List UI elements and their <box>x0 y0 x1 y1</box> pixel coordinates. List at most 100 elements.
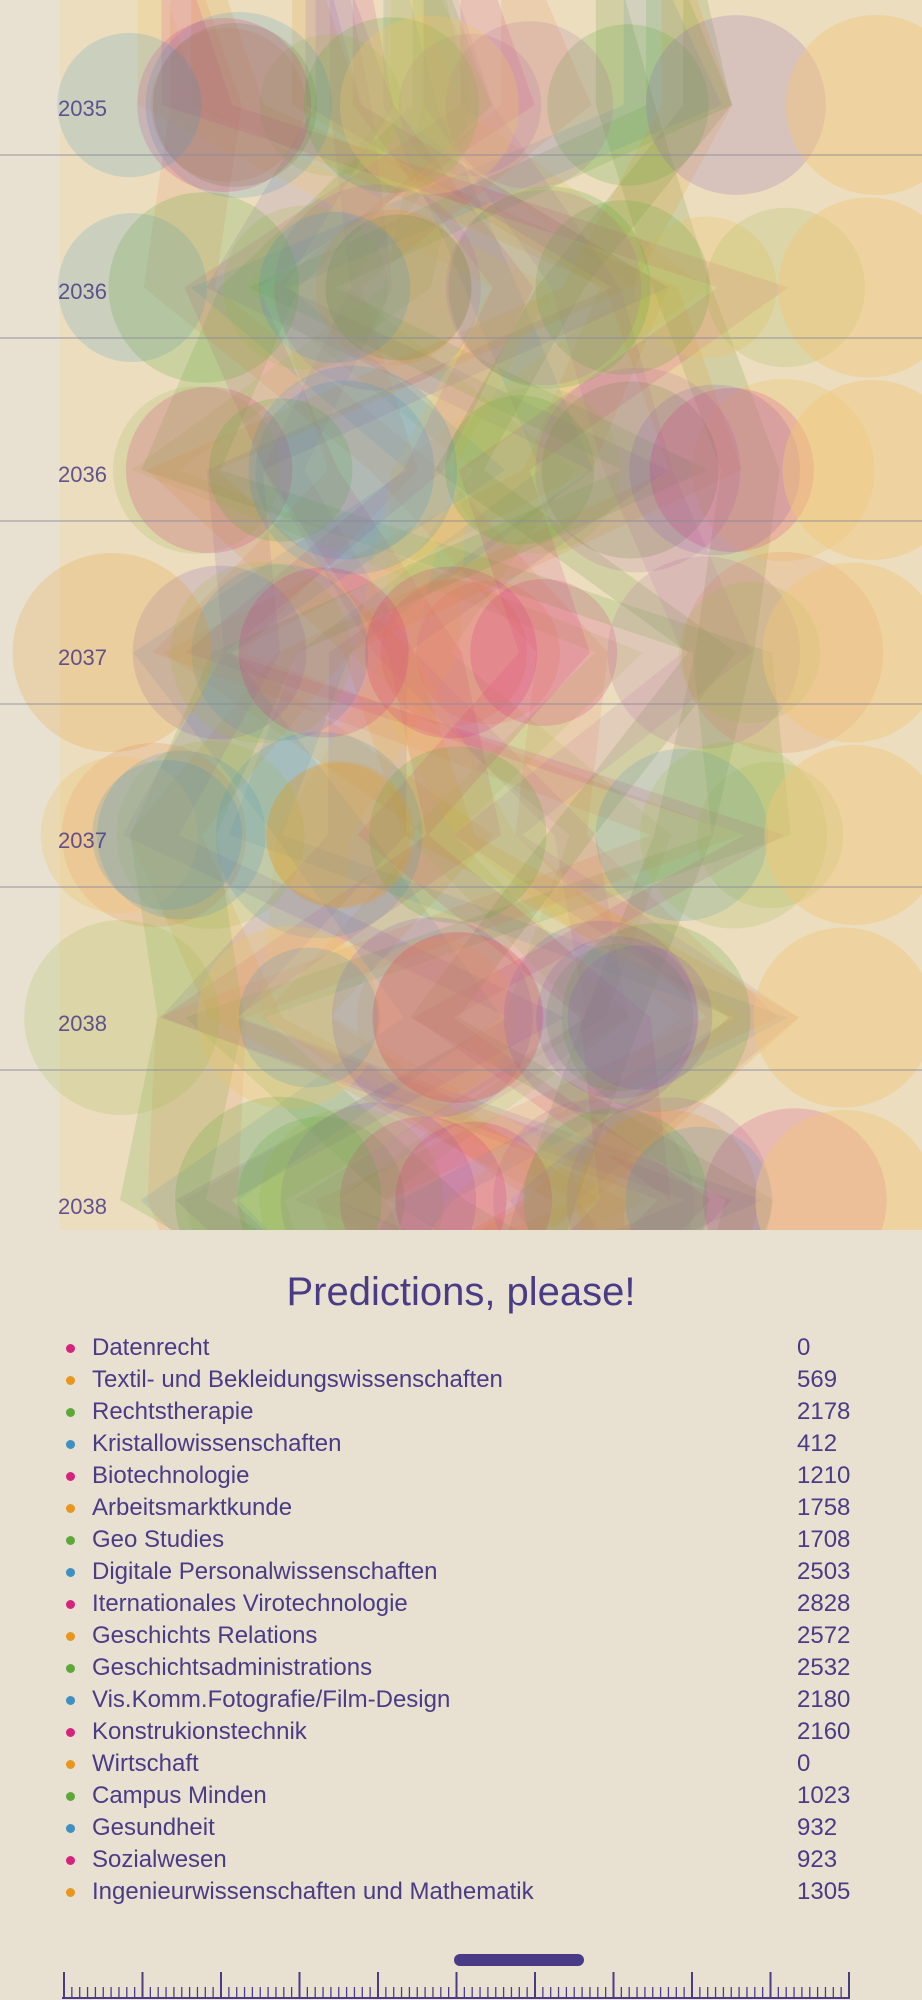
prediction-bubble <box>108 192 300 383</box>
legend-dot-icon <box>66 1728 75 1737</box>
stream-ribbon <box>143 0 778 1230</box>
prediction-bubble <box>682 551 884 754</box>
legend-label: Kristallowissenschaften <box>92 1430 342 1457</box>
prediction-bubble <box>332 917 533 1118</box>
prediction-bubble <box>57 213 207 362</box>
prediction-bubble <box>356 938 515 1097</box>
prediction-bubble <box>634 216 777 359</box>
prediction-bubble <box>280 1102 477 1230</box>
legend-item: Rechtstherapie 2178 <box>62 1396 862 1428</box>
stream-ribbon <box>508 0 780 1230</box>
prediction-bubble <box>561 923 751 1112</box>
legend-label: Campus Minden <box>92 1782 267 1809</box>
legend-value: 923 <box>797 1846 838 1873</box>
stream-ribbon <box>137 0 743 1230</box>
year-label: 2037 <box>58 645 107 670</box>
scrubber-handle[interactable] <box>454 1954 584 1966</box>
year-label: 2035 <box>58 96 107 121</box>
prediction-bubble <box>546 943 694 1092</box>
legend-value: 2828 <box>797 1590 851 1617</box>
legend-label: Wirtschaft <box>92 1750 199 1777</box>
legend-label: Arbeitsmarktkunde <box>92 1494 293 1521</box>
prediction-bubble <box>625 1126 772 1230</box>
prediction-bubble <box>493 1099 694 1230</box>
stream-ribbon <box>147 0 742 1230</box>
legend-item: Iternationales Virotechnologie 2828 <box>62 1588 862 1620</box>
legend-dot-icon <box>66 1664 75 1673</box>
stream-ribbon <box>122 0 669 1230</box>
prediction-bubble <box>646 15 826 195</box>
prediction-bubble <box>678 581 821 724</box>
legend-item: Sozialwesen 923 <box>62 1844 862 1876</box>
prediction-bubble <box>778 197 922 378</box>
prediction-bubble <box>577 1109 758 1230</box>
legend-label: Digitale Personalwissenschaften <box>92 1558 438 1585</box>
legend-dot-icon <box>66 1792 75 1801</box>
legend-value: 2160 <box>797 1718 851 1745</box>
prediction-bubble <box>92 760 243 910</box>
legend-dot-icon <box>66 1760 75 1769</box>
prediction-bubble <box>445 21 614 189</box>
prediction-bubble <box>96 750 266 920</box>
legend-item: Ingenieurwissenschaften und Mathematik 13… <box>62 1876 862 1908</box>
prediction-bubble <box>649 387 814 553</box>
legend-value: 932 <box>797 1814 838 1841</box>
prediction-bubble <box>764 745 922 925</box>
legend-item: Geo Studies 1708 <box>62 1524 862 1556</box>
legend-value: 1305 <box>797 1878 851 1905</box>
legend-label: Konstrukionstechnik <box>92 1718 307 1745</box>
prediction-bubble <box>259 1107 444 1230</box>
stream-ribbon <box>262 0 628 1230</box>
legend-value: 1210 <box>797 1462 851 1489</box>
prediction-bubble <box>541 381 719 559</box>
legend-item: Vis.Komm.Fotografie/Film-Design 2180 <box>62 1684 862 1716</box>
prediction-bubble <box>705 207 865 368</box>
legend-label: Rechtstherapie <box>92 1398 254 1425</box>
legend-item: Biotechnologie 1210 <box>62 1460 862 1492</box>
stream-ribbon <box>161 0 789 1230</box>
legend-dot-icon <box>66 1440 75 1449</box>
prediction-bubble <box>238 947 379 1088</box>
stream-ribbon <box>423 0 799 1230</box>
year-label: 2037 <box>58 828 107 853</box>
legend-item: Geschichts Relations 2572 <box>62 1620 862 1652</box>
legend-label: Geo Studies <box>92 1526 225 1553</box>
prediction-bubble <box>453 386 621 554</box>
prediction-bubble <box>416 580 560 725</box>
prediction-bubble <box>303 17 480 193</box>
timeline-scrubber[interactable] <box>0 1945 922 2000</box>
prediction-bubble <box>339 1116 507 1230</box>
stream-ribbon <box>119 0 733 1230</box>
prediction-bubble <box>57 32 202 178</box>
prediction-bubble <box>255 380 435 560</box>
legend-item: Textil- und Bekleidungswissenschaften 569 <box>62 1364 862 1396</box>
prediction-bubble <box>503 920 698 1115</box>
legend-dot-icon <box>66 1344 75 1353</box>
prediction-legend: Datenrecht 0 Textil- und Bekleidungswissen… <box>62 1332 862 1908</box>
legend-item: Konstrukionstechnik 2160 <box>62 1716 862 1748</box>
legend-value: 0 <box>797 1750 811 1777</box>
legend-value: 2503 <box>797 1558 851 1585</box>
prediction-bubble <box>547 24 709 186</box>
stream-ribbon <box>163 0 669 1230</box>
prediction-bubble <box>697 761 844 909</box>
legend-value: 1023 <box>797 1782 851 1809</box>
prediction-bubble <box>398 33 542 177</box>
legend-item: Geschichtsadministrations 2532 <box>62 1652 862 1684</box>
legend-dot-icon <box>66 1600 75 1609</box>
legend-dot-icon <box>66 1632 75 1641</box>
prediction-bubble <box>340 15 519 195</box>
prediction-bubble <box>125 386 293 554</box>
prediction-bubble <box>691 378 875 562</box>
legend-dot-icon <box>66 1536 75 1545</box>
prediction-bubble <box>152 23 317 187</box>
legend-dot-icon <box>66 1696 75 1705</box>
legend-dot-icon <box>66 1568 75 1577</box>
legend-value: 2180 <box>797 1686 851 1713</box>
legend-value: 2532 <box>797 1654 851 1681</box>
legend-dot-icon <box>66 1376 75 1385</box>
legend-value: 2572 <box>797 1622 851 1649</box>
legend-label: Vis.Komm.Fotografie/Film-Design <box>92 1686 451 1713</box>
legend-item: Campus Minden 1023 <box>62 1780 862 1812</box>
legend-dot-icon <box>66 1472 75 1481</box>
